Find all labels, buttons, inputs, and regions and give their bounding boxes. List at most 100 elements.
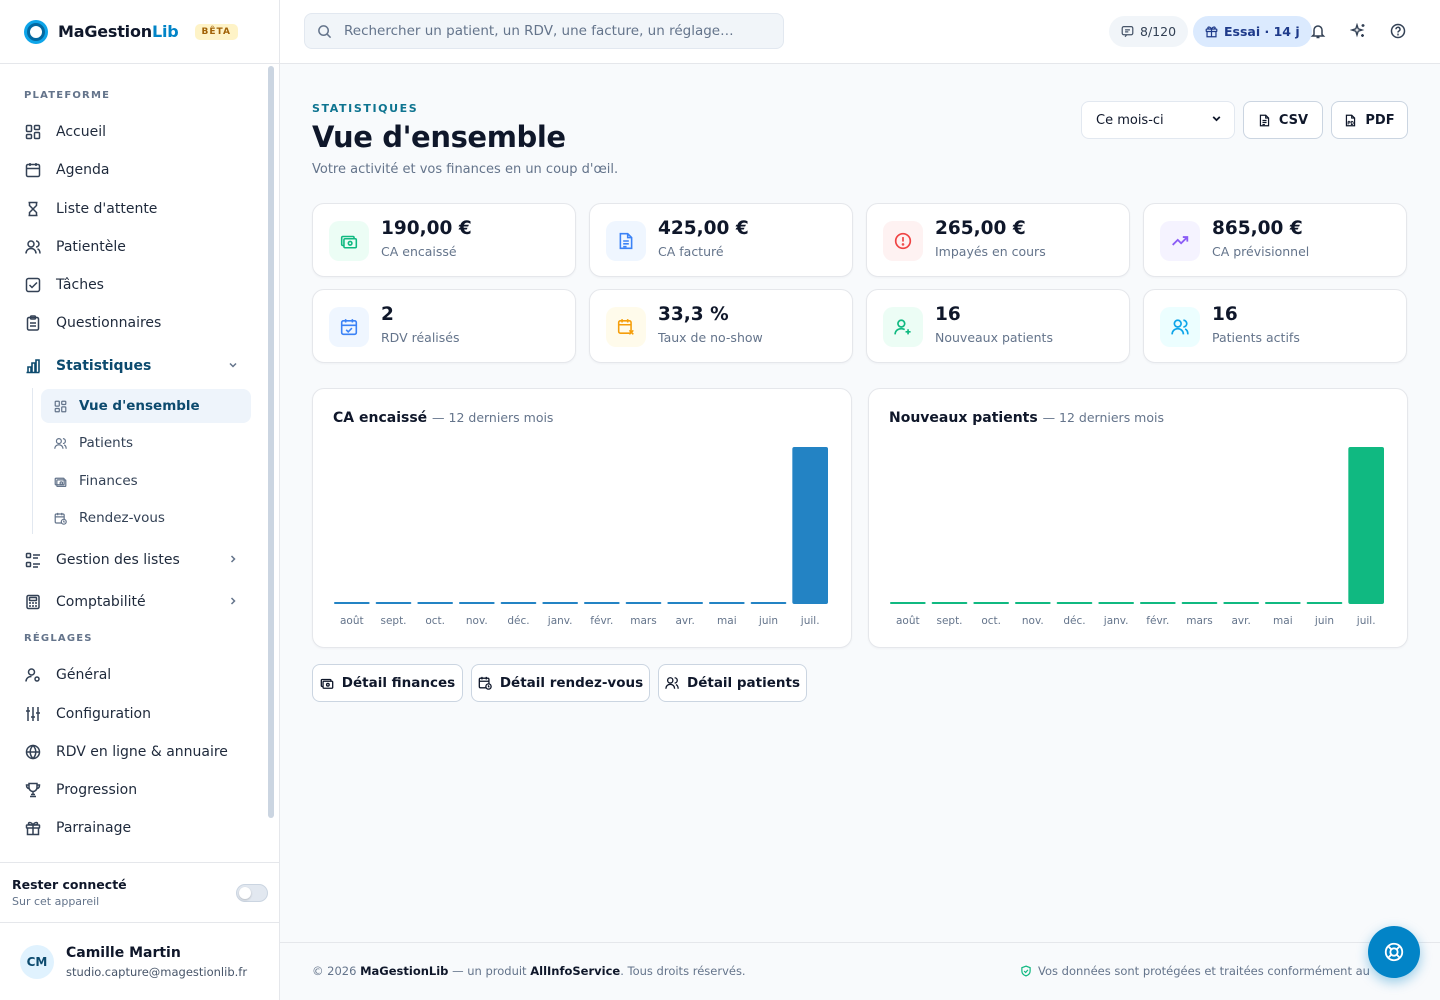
chart-bar[interactable] (667, 602, 703, 604)
sparkles-icon[interactable] (1349, 22, 1367, 40)
kpi-card-no-show[interactable]: 33,3 % Taux de no-show (589, 289, 853, 363)
kpi-label: Taux de no-show (658, 330, 763, 345)
sidebar-subitem-vue-ensemble[interactable]: Vue d'ensemble (41, 389, 251, 423)
sidebar-subitem-label: Vue d'ensemble (79, 398, 200, 414)
chart-bar[interactable] (792, 447, 828, 604)
chart-bar[interactable] (1098, 602, 1134, 604)
kpi-card-rdv-realises[interactable]: 2 RDV réalisés (312, 289, 576, 363)
sidebar-item-statistiques[interactable]: Statistiques (24, 354, 248, 378)
submenu-guide-line (32, 388, 33, 534)
stay-connected-toggle[interactable] (236, 884, 268, 902)
sidebar-subitem-patients[interactable]: Patients (41, 426, 251, 460)
sidebar-item-general[interactable]: Général (24, 663, 111, 687)
sidebar-subitem-rendez-vous[interactable]: Rendez-vous (41, 501, 251, 535)
sidebar-item-comptabilite[interactable]: Comptabilité (24, 590, 248, 614)
chart-bar[interactable] (1348, 447, 1384, 604)
kpi-card-patients-actifs[interactable]: 16 Patients actifs (1143, 289, 1407, 363)
detail-rdv-button[interactable]: Détail rendez-vous (471, 664, 650, 702)
sidebar-item-patientele[interactable]: Patientèle (24, 235, 126, 259)
user-cog-icon (24, 666, 42, 684)
sidebar-item-taches[interactable]: Tâches (24, 273, 104, 297)
bell-icon[interactable] (1309, 22, 1327, 40)
search-input[interactable] (344, 23, 764, 39)
chart-bar[interactable] (750, 602, 787, 604)
kpi-card-ca-previsionnel[interactable]: 865,00 € CA prévisionnel (1143, 203, 1407, 277)
kpi-card-impayes[interactable]: 265,00 € Impayés en cours (866, 203, 1130, 277)
quota-badge[interactable]: 8/120 (1109, 16, 1189, 47)
detail-rdv-label: Détail rendez-vous (499, 675, 644, 691)
gift-icon (1205, 25, 1218, 38)
export-csv-button[interactable]: CSV (1243, 101, 1323, 139)
main-content: STATISTIQUES Vue d'ensemble Votre activi… (280, 64, 1440, 942)
sidebar-subitem-finances[interactable]: Finances (41, 464, 251, 498)
chart-tick-label: août (896, 615, 920, 627)
chart-bar[interactable] (1140, 602, 1176, 604)
chart-tick-label: oct. (981, 615, 1001, 627)
chart-bar[interactable] (1056, 602, 1093, 604)
user-profile[interactable]: CM Camille Martin studio.capture@magesti… (0, 922, 280, 1000)
trial-badge[interactable]: Essai · 14 j (1193, 16, 1312, 47)
chart-bar[interactable] (417, 602, 453, 604)
chart-bar[interactable] (459, 602, 495, 604)
chart-bar[interactable] (334, 602, 370, 604)
grid-icon (53, 399, 67, 413)
kpi-value: 33,3 % (658, 304, 729, 325)
kpi-value: 2 (381, 304, 394, 325)
sidebar-item-accueil[interactable]: Accueil (24, 120, 106, 144)
chart-bar[interactable] (542, 602, 578, 604)
sidebar-item-questionnaires[interactable]: Questionnaires (24, 311, 161, 335)
chart-bar[interactable] (1306, 602, 1343, 604)
chart-bar[interactable] (931, 602, 968, 604)
sidebar-item-configuration[interactable]: Configuration (24, 702, 151, 726)
chart-bar[interactable] (1265, 602, 1301, 604)
sidebar-item-progression[interactable]: Progression (24, 778, 137, 802)
sidebar-item-parrainage[interactable]: Parrainage (24, 816, 131, 840)
stay-connected: Rester connecté Sur cet appareil (0, 862, 280, 922)
sidebar-item-liste-attente[interactable]: Liste d'attente (24, 197, 157, 221)
footer-privacy-text: Vos données sont protégées et traitées c… (1038, 964, 1370, 978)
sidebar-item-label: RDV en ligne & annuaire (56, 744, 228, 760)
kpi-card-ca-facture[interactable]: 425,00 € CA facturé (589, 203, 853, 277)
chart-tick-label: juin (758, 615, 778, 627)
detail-finances-button[interactable]: Détail finances (312, 664, 463, 702)
chart-bar[interactable] (584, 602, 620, 604)
detail-patients-button[interactable]: Détail patients (658, 664, 807, 702)
chart-bar[interactable] (890, 602, 926, 604)
calendar-check-icon (329, 307, 369, 347)
kpi-card-nouveaux-patients[interactable]: 16 Nouveaux patients (866, 289, 1130, 363)
chart-bar[interactable] (375, 602, 412, 604)
chart-bar[interactable] (625, 602, 662, 604)
sidebar-item-rdv-en-ligne[interactable]: RDV en ligne & annuaire (24, 740, 228, 764)
export-pdf-button[interactable]: PDF (1331, 101, 1408, 139)
sidebar-nav: PLATEFORME Accueil Agenda Liste d'attent… (0, 64, 264, 862)
footer-privacy: Vos données sont protégées et traitées c… (1020, 964, 1370, 978)
search-bar[interactable] (304, 13, 784, 49)
kpi-value: 865,00 € (1212, 218, 1303, 239)
sidebar-item-agenda[interactable]: Agenda (24, 158, 109, 182)
kpi-label: RDV réalisés (381, 330, 460, 345)
sidebar-scrollbar[interactable] (268, 66, 274, 818)
kpi-label: Impayés en cours (935, 244, 1046, 259)
chart-bar[interactable] (1223, 602, 1259, 604)
section-label-settings: RÉGLAGES (24, 633, 93, 644)
kpi-card-ca-encaisse[interactable]: 190,00 € CA encaissé (312, 203, 576, 277)
clipboard-icon (24, 314, 42, 332)
sidebar-item-gestion-listes[interactable]: Gestion des listes (24, 548, 248, 572)
calculator-icon (24, 593, 42, 611)
support-fab-button[interactable] (1368, 926, 1420, 978)
users-icon (665, 676, 679, 690)
sidebar-item-label: Progression (56, 782, 138, 798)
beta-badge: BÊTA (194, 23, 238, 40)
chart-bar[interactable] (709, 602, 745, 604)
chart-tick-label: janv. (547, 615, 573, 627)
brand[interactable]: MaGestionLib BÊTA (0, 0, 279, 64)
sidebar-item-label: Patientèle (56, 239, 126, 255)
chart-tick-label: févr. (1146, 615, 1169, 627)
chart-bar[interactable] (973, 602, 1009, 604)
chart-bar[interactable] (1015, 602, 1051, 604)
help-icon[interactable] (1389, 22, 1407, 40)
chart-bar[interactable] (1181, 602, 1218, 604)
chart-bar[interactable] (500, 602, 537, 604)
hourglass-icon (24, 200, 42, 218)
period-select[interactable]: Ce mois-ci (1081, 101, 1235, 139)
